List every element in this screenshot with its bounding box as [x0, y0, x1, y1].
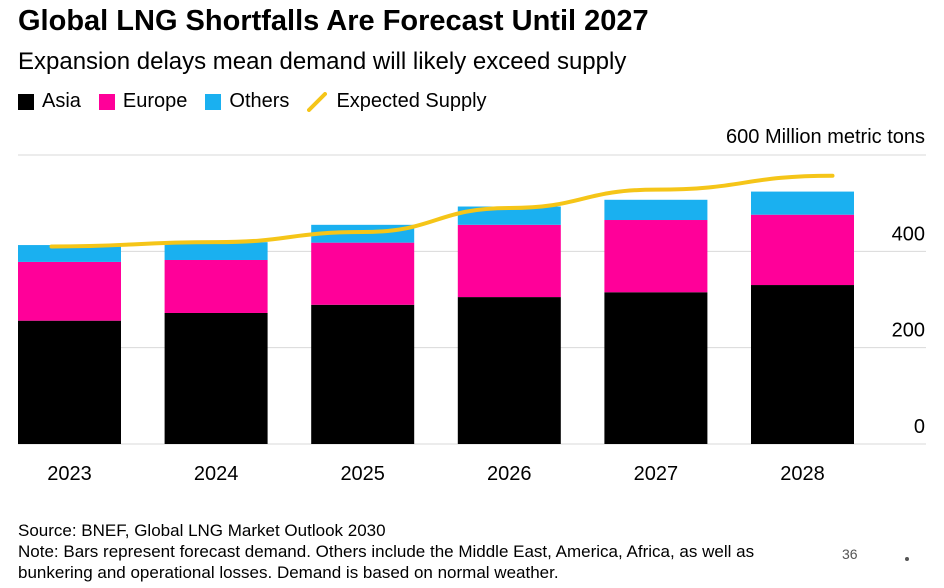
legend-item-asia: Asia [18, 90, 81, 113]
y-tick-label-400: 400 [892, 223, 925, 245]
note-line-1: Note: Bars represent forecast demand. Ot… [18, 542, 755, 561]
bar-asia-2027 [604, 292, 708, 444]
legend-swatch-europe [98, 93, 115, 110]
y-unit-label: 600 Million metric tons [726, 126, 925, 148]
bar-europe-2026 [457, 224, 561, 298]
legend: Asia Europe Others Expected Supply [18, 90, 505, 113]
y-tick-label-0: 0 [914, 416, 925, 438]
legend-item-others: Others [205, 90, 289, 113]
bar-asia-2026 [457, 297, 561, 444]
bar-asia-2028 [751, 285, 854, 444]
bar-europe-2023 [18, 261, 121, 321]
bar-others-2024 [164, 242, 268, 260]
watermark: 36 [842, 546, 858, 562]
bar-europe-2028 [751, 214, 854, 286]
bar-others-2027 [604, 199, 708, 221]
legend-label-europe: Europe [122, 90, 188, 112]
bar-asia-2024 [164, 312, 268, 444]
bar-asia-2025 [311, 304, 415, 444]
x-tick-label-2027: 2027 [634, 463, 679, 485]
bar-others-2028 [751, 191, 854, 215]
expected-supply-line [49, 173, 835, 249]
chart-title: Global LNG Shortfalls Are Forecast Until… [18, 5, 649, 37]
legend-item-supply: Expected Supply [307, 90, 487, 113]
bar-europe-2027 [604, 220, 708, 293]
legend-line-icon [307, 91, 328, 112]
legend-item-europe: Europe [98, 90, 188, 113]
bar-others-2023 [18, 245, 121, 262]
x-tick-label-2026: 2026 [487, 463, 532, 485]
watermark-dot [905, 557, 909, 561]
bar-europe-2025 [311, 242, 415, 305]
x-tick-label-2024: 2024 [194, 463, 239, 485]
legend-label-others: Others [229, 90, 290, 112]
bar-europe-2024 [164, 259, 268, 313]
note-line-2: bunkering and operational losses. Demand… [18, 563, 559, 582]
x-tick-label-2028: 2028 [780, 463, 825, 485]
bar-asia-2023 [18, 320, 121, 444]
source-note: Source: BNEF, Global LNG Market Outlook … [18, 521, 386, 540]
x-tick-label-2023: 2023 [47, 463, 92, 485]
footer: Source: BNEF, Global LNG Market Outlook … [18, 520, 918, 583]
legend-label-supply: Expected Supply [336, 90, 487, 112]
chart-area: 0 200 400 600 Million metric tons 2023 2024 20… [18, 126, 926, 485]
legend-swatch-asia [18, 93, 34, 110]
x-tick-label-2025: 2025 [340, 463, 385, 485]
legend-label-asia: Asia [42, 90, 81, 112]
y-tick-label-200: 200 [892, 320, 925, 342]
chart-subtitle: Expansion delays mean demand will likely… [18, 48, 627, 75]
legend-swatch-others [205, 93, 222, 110]
